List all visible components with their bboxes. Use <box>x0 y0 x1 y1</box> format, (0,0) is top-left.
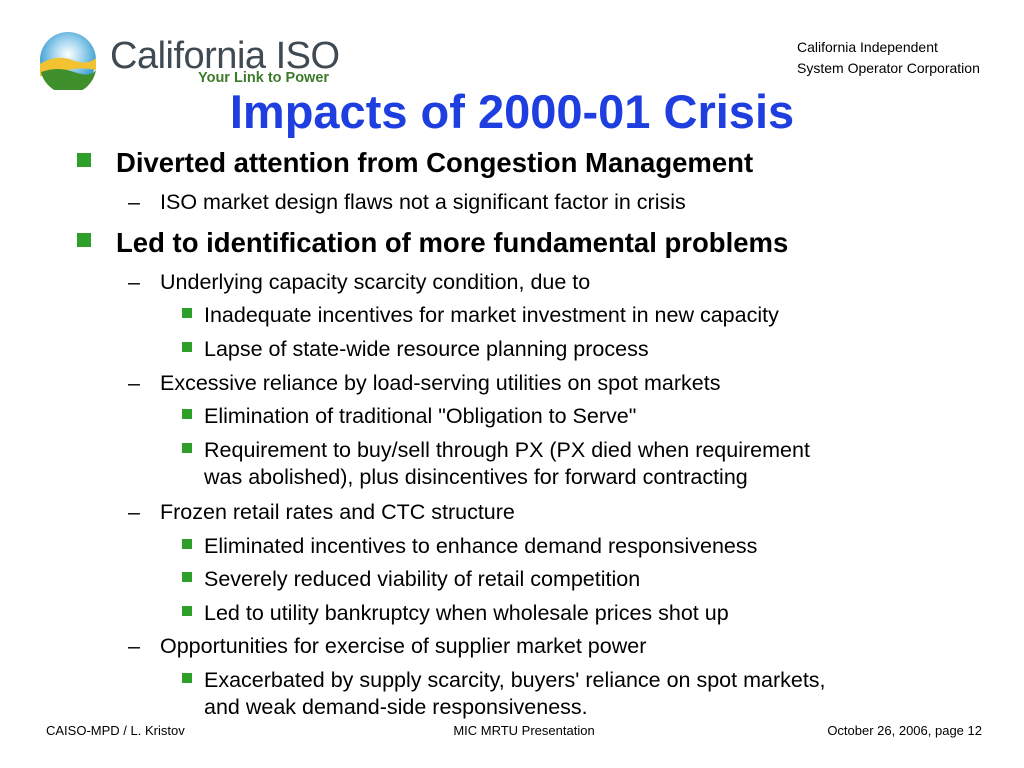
dash-icon: – <box>128 190 140 214</box>
bullet-level3-continued: was abolished), plus disincentives for f… <box>204 465 748 489</box>
bullet-square-icon <box>182 443 192 453</box>
logo-wordmark: California ISO <box>110 35 340 77</box>
bullet-level1: Led to identification of more fundamenta… <box>116 227 789 258</box>
footer-presentation-title: MIC MRTU Presentation <box>453 723 595 738</box>
logo-sun-icon <box>40 32 96 90</box>
dash-icon: – <box>128 634 140 658</box>
bullet-level2: Underlying capacity scarcity condition, … <box>160 270 591 294</box>
bullet-level2: ISO market design flaws not a significan… <box>160 190 686 214</box>
bullet-level3-continued: and weak demand-side responsiveness. <box>204 695 588 719</box>
bullet-level1: Diverted attention from Congestion Manag… <box>116 147 754 178</box>
bullet-level3: Requirement to buy/sell through PX (PX d… <box>204 438 810 462</box>
bullet-level3: Lapse of state-wide resource planning pr… <box>204 337 649 361</box>
footer-date-page: October 26, 2006, page 12 <box>827 723 982 738</box>
bullet-level3: Exacerbated by supply scarcity, buyers' … <box>204 668 826 692</box>
bullet-square-icon <box>77 153 91 167</box>
footer-author: CAISO-MPD / L. Kristov <box>46 723 185 738</box>
bullet-level3: Severely reduced viability of retail com… <box>204 567 641 591</box>
dash-icon: – <box>128 500 140 524</box>
bullet-square-icon <box>77 233 91 247</box>
bullet-level3: Inadequate incentives for market investm… <box>204 303 779 327</box>
bullet-square-icon <box>182 308 192 318</box>
bullet-level3: Elimination of traditional "Obligation t… <box>204 404 637 428</box>
bullet-square-icon <box>182 606 192 616</box>
bullet-level3: Eliminated incentives to enhance demand … <box>204 534 758 558</box>
california-iso-logo: California ISO Your Link to Power <box>38 28 340 90</box>
bullet-level2: Frozen retail rates and CTC structure <box>160 500 515 524</box>
bullet-level2: Excessive reliance by load-serving utili… <box>160 371 721 395</box>
dash-icon: – <box>128 270 140 294</box>
bullet-square-icon <box>182 342 192 352</box>
corporation-line: System Operator Corporation <box>797 60 980 76</box>
bullet-square-icon <box>182 409 192 419</box>
corporation-name: California Independent System Operator C… <box>797 37 980 79</box>
bullet-square-icon <box>182 673 192 683</box>
slide-title: Impacts of 2000-01 Crisis <box>229 85 795 138</box>
dash-icon: – <box>128 371 140 395</box>
bullet-square-icon <box>182 572 192 582</box>
logo-tagline: Your Link to Power <box>198 70 330 86</box>
bullet-level2: Opportunities for exercise of supplier m… <box>160 634 647 658</box>
bullet-square-icon <box>182 539 192 549</box>
bullet-level3: Led to utility bankruptcy when wholesale… <box>204 601 729 625</box>
corporation-line: California Independent <box>797 39 938 55</box>
